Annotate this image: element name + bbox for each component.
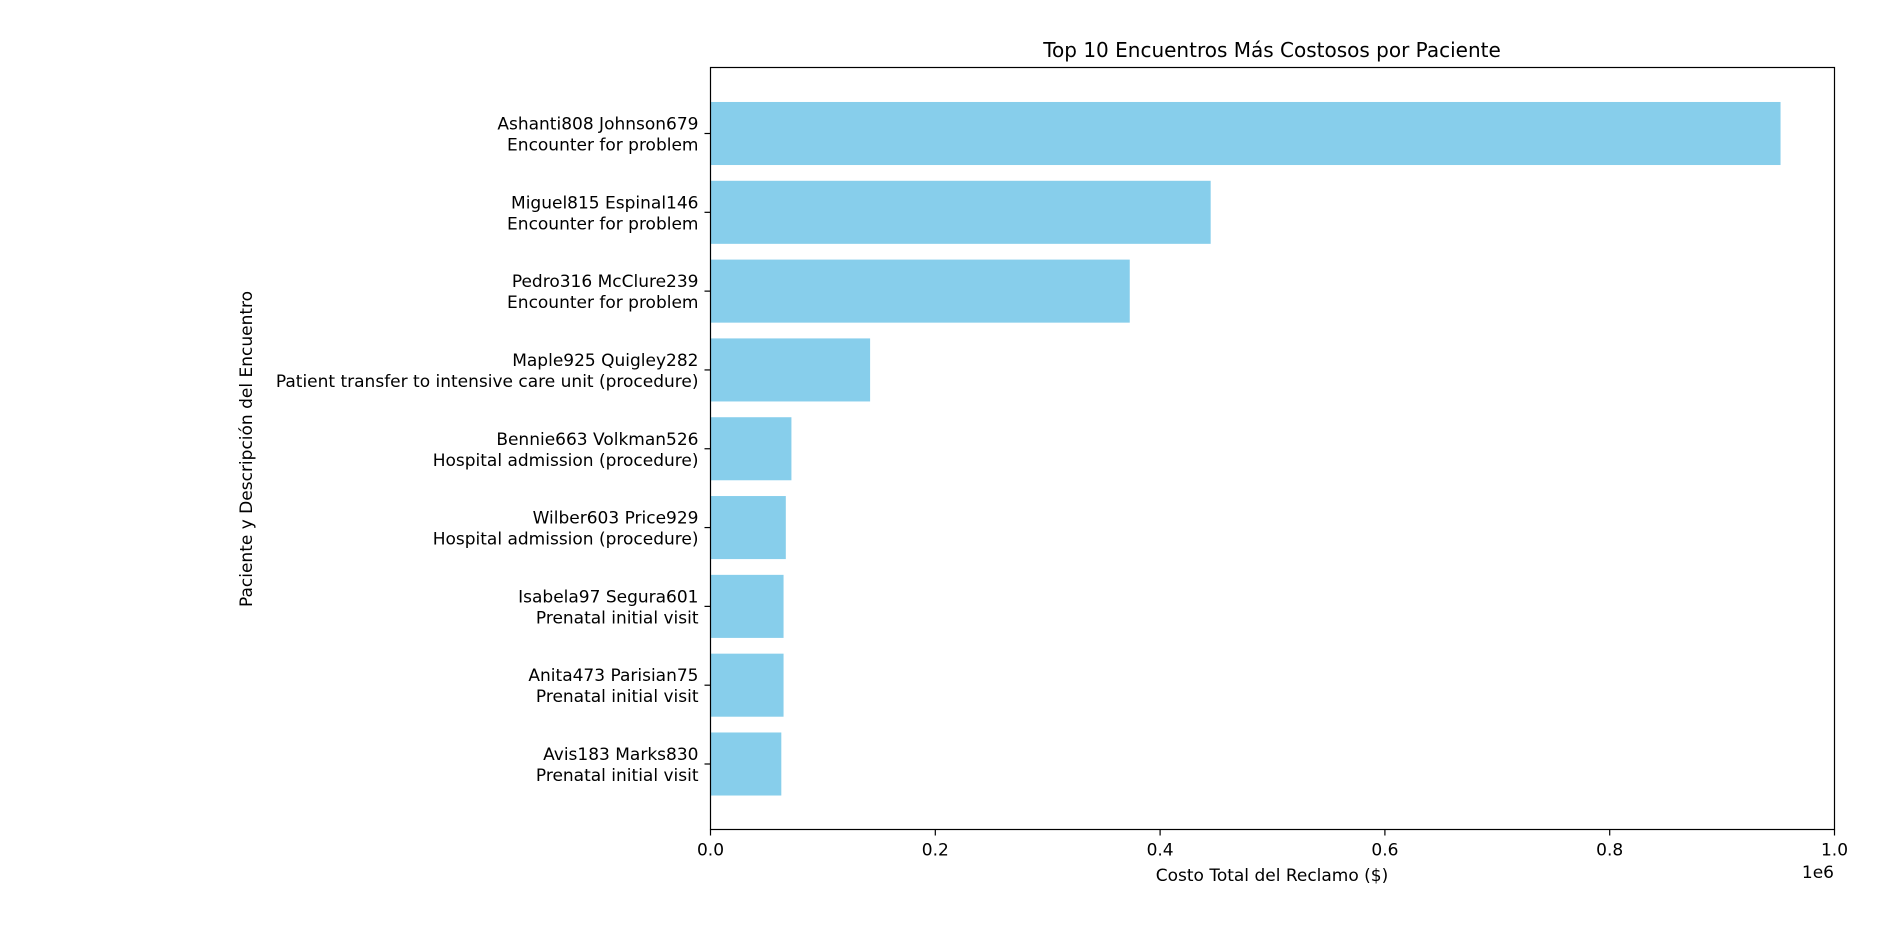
x-axis-offset-label: 1e6	[1802, 863, 1834, 883]
bars-group	[710, 101, 1781, 796]
bar	[710, 101, 1781, 166]
y-tick-label: Isabela97 Segura601 Prenatal initial visi…	[518, 587, 699, 628]
y-tick-label: Wilber603 Price929 Hospital admission (pr…	[433, 509, 699, 550]
chart-title: Top 10 Encuentros Más Costosos por Pacie…	[1042, 38, 1501, 62]
plot-frame	[709, 66, 1836, 831]
bar	[710, 417, 792, 481]
bar	[710, 180, 1211, 244]
y-tick-label: Miguel815 Espinal146 Encounter for proble…	[507, 193, 698, 234]
y-tick-label: Avis183 Marks830 Prenatal initial visit	[536, 745, 699, 786]
x-tick-label: 0.6	[1371, 841, 1398, 861]
y-tick-label: Anita473 Parisian75 Prenatal initial visi…	[528, 666, 698, 707]
x-tick-label: 0.2	[922, 841, 949, 861]
x-axis-ticks: 0.0 0.2 0.4 0.6 0.8 1.0	[697, 829, 1848, 861]
y-axis-label: Paciente y Descripción del Encuentro	[237, 291, 257, 607]
x-tick-label: 0.8	[1596, 841, 1623, 861]
y-axis-ticks: Ashanti808 Johnson679 Encounter for probl…	[276, 115, 711, 786]
y-tick-label: Pedro316 McClure239 Encounter for problem	[507, 272, 698, 313]
x-tick-label: 0.0	[697, 841, 724, 861]
bar	[710, 732, 782, 796]
y-tick-label: Bennie663 Volkman526 Hospital admission (…	[433, 430, 699, 471]
y-tick-label: Ashanti808 Johnson679 Encounter for probl…	[497, 115, 698, 156]
bar	[710, 574, 784, 638]
x-axis-label: Costo Total del Reclamo ($)	[1156, 866, 1389, 886]
x-tick-label: 1.0	[1821, 841, 1848, 861]
bar	[710, 496, 786, 560]
bar	[710, 653, 784, 717]
bar	[710, 338, 871, 402]
y-tick-label: Maple925 Quigley282 Patient transfer to i…	[276, 351, 699, 392]
x-tick-label: 0.4	[1147, 841, 1174, 861]
bar	[710, 259, 1130, 323]
